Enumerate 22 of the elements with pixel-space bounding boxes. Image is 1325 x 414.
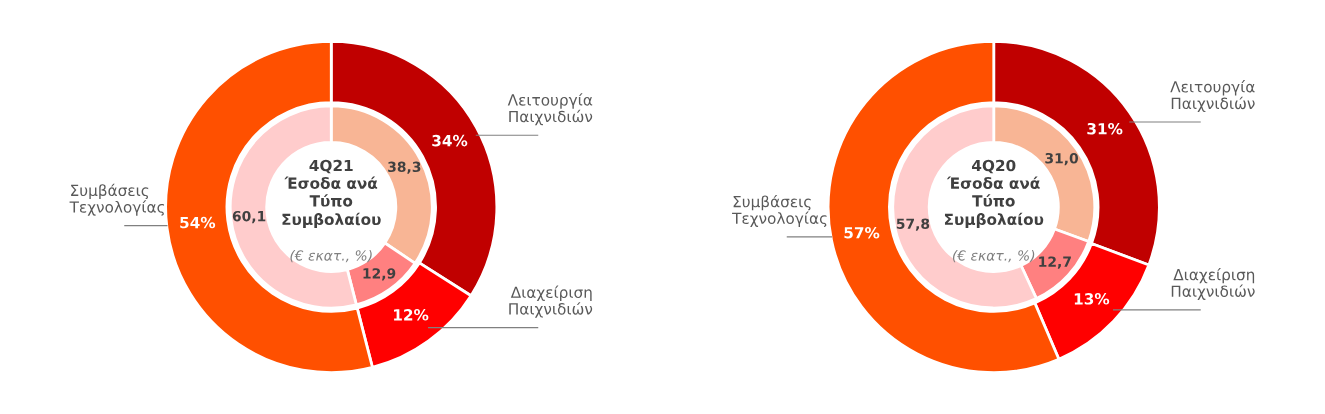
text: (€ εκατ., %) — [952, 249, 1035, 263]
data-label: 12,9 — [363, 268, 396, 281]
text: (€ εκατ., %) — [290, 249, 372, 263]
data-label: 54% — [180, 216, 216, 229]
slice-label: Διαχείριση Παιχνιδιών — [1171, 267, 1255, 300]
slice-label: Διαχείριση Παιχνιδιών — [509, 285, 593, 318]
slice-label: Λειτουργία Παιχνιδιών — [1170, 80, 1255, 113]
data-label: 60,1 — [232, 210, 266, 224]
data-label: 31,0 — [1045, 153, 1079, 166]
data-label: 38,3 — [388, 161, 421, 174]
data-label: 13% — [1074, 293, 1110, 305]
data-label: 57% — [844, 226, 880, 239]
text: 4Q21 Έσοδα ανά Τύπο Συμβολαίου — [282, 159, 381, 229]
text: 4Q20 Έσοδα ανά Τύπο Συμβολαίου — [944, 159, 1044, 229]
slice-label: Συμβάσεις Τεχνολογίας — [732, 194, 827, 227]
data-label: 57,8 — [896, 218, 930, 231]
slice-label: Συμβάσεις Τεχνολογίας — [69, 183, 165, 216]
data-label: 31% — [1087, 122, 1123, 135]
slice-label: Λειτουργία Παιχνιδιών — [507, 93, 593, 126]
data-label: 12,7 — [1039, 256, 1071, 269]
data-label: 34% — [432, 134, 468, 147]
data-label: 12% — [394, 309, 429, 321]
